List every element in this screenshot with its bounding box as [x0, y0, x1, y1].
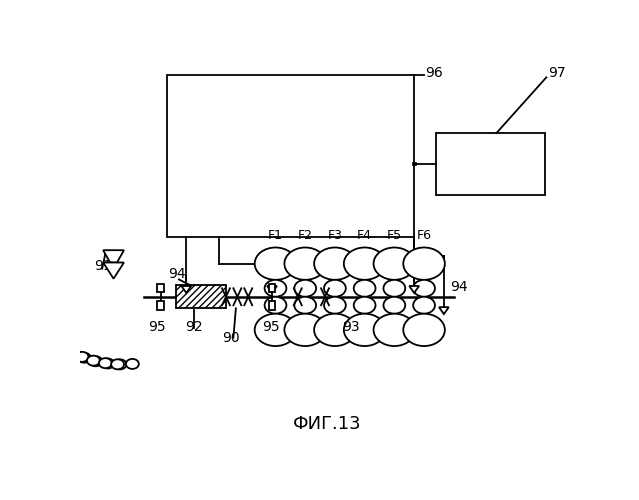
- Polygon shape: [103, 250, 124, 262]
- Circle shape: [56, 340, 68, 351]
- Circle shape: [49, 335, 61, 345]
- Circle shape: [35, 317, 48, 327]
- Text: F1: F1: [268, 228, 283, 241]
- Circle shape: [255, 314, 296, 346]
- Circle shape: [36, 319, 49, 329]
- Circle shape: [354, 280, 376, 297]
- Circle shape: [102, 358, 114, 368]
- Circle shape: [295, 297, 316, 314]
- Circle shape: [126, 359, 139, 369]
- Bar: [157, 302, 164, 310]
- Bar: [268, 284, 275, 292]
- Circle shape: [284, 248, 326, 280]
- Circle shape: [314, 248, 356, 280]
- Circle shape: [30, 280, 43, 289]
- Circle shape: [111, 360, 124, 370]
- Text: 95: 95: [262, 320, 279, 334]
- Circle shape: [38, 261, 51, 271]
- Text: F6: F6: [417, 228, 431, 241]
- Circle shape: [89, 356, 102, 366]
- Circle shape: [78, 352, 91, 362]
- Circle shape: [265, 280, 286, 297]
- Circle shape: [413, 280, 435, 297]
- Circle shape: [33, 272, 45, 282]
- Circle shape: [29, 289, 42, 299]
- Text: 94: 94: [450, 280, 468, 294]
- Circle shape: [255, 248, 296, 280]
- Text: 92: 92: [185, 320, 203, 334]
- Bar: [167, 76, 414, 237]
- Bar: [176, 285, 226, 308]
- Circle shape: [29, 291, 42, 301]
- Circle shape: [65, 347, 78, 357]
- Circle shape: [284, 314, 326, 346]
- Circle shape: [383, 297, 405, 314]
- Circle shape: [295, 280, 316, 297]
- Circle shape: [403, 248, 445, 280]
- Bar: [268, 302, 275, 310]
- Polygon shape: [439, 307, 449, 314]
- Circle shape: [29, 300, 42, 310]
- Text: ФИГ.13: ФИГ.13: [293, 415, 362, 433]
- Text: F5: F5: [387, 228, 402, 241]
- Circle shape: [344, 248, 385, 280]
- Circle shape: [67, 348, 80, 358]
- Text: 93: 93: [343, 320, 360, 334]
- Circle shape: [403, 314, 445, 346]
- Circle shape: [29, 298, 42, 308]
- Circle shape: [40, 326, 53, 336]
- Text: F4: F4: [357, 228, 372, 241]
- Circle shape: [47, 334, 60, 344]
- Bar: [157, 284, 164, 292]
- Circle shape: [87, 356, 100, 366]
- Text: 96: 96: [425, 66, 443, 80]
- Circle shape: [413, 297, 435, 314]
- Text: F2: F2: [298, 228, 312, 241]
- Circle shape: [374, 248, 415, 280]
- Circle shape: [42, 328, 54, 338]
- Circle shape: [344, 314, 385, 346]
- Text: 97: 97: [548, 66, 566, 80]
- Bar: [436, 133, 545, 194]
- Circle shape: [33, 270, 46, 280]
- Text: 95: 95: [148, 320, 166, 334]
- Circle shape: [354, 297, 376, 314]
- Text: F3: F3: [327, 228, 343, 241]
- Circle shape: [383, 280, 405, 297]
- Circle shape: [374, 314, 415, 346]
- Circle shape: [32, 310, 45, 320]
- Circle shape: [324, 280, 346, 297]
- Circle shape: [324, 297, 346, 314]
- Circle shape: [314, 314, 356, 346]
- Text: 90: 90: [222, 331, 240, 345]
- Polygon shape: [181, 286, 191, 293]
- Polygon shape: [267, 286, 277, 293]
- Bar: [412, 162, 416, 166]
- Circle shape: [31, 308, 44, 318]
- Circle shape: [29, 281, 42, 291]
- Circle shape: [114, 360, 127, 370]
- Circle shape: [265, 297, 286, 314]
- Circle shape: [58, 342, 70, 352]
- Circle shape: [99, 358, 112, 368]
- Circle shape: [75, 352, 88, 362]
- Text: 94: 94: [167, 266, 185, 280]
- Polygon shape: [103, 262, 124, 278]
- Text: 91: 91: [94, 259, 111, 273]
- Polygon shape: [409, 286, 419, 293]
